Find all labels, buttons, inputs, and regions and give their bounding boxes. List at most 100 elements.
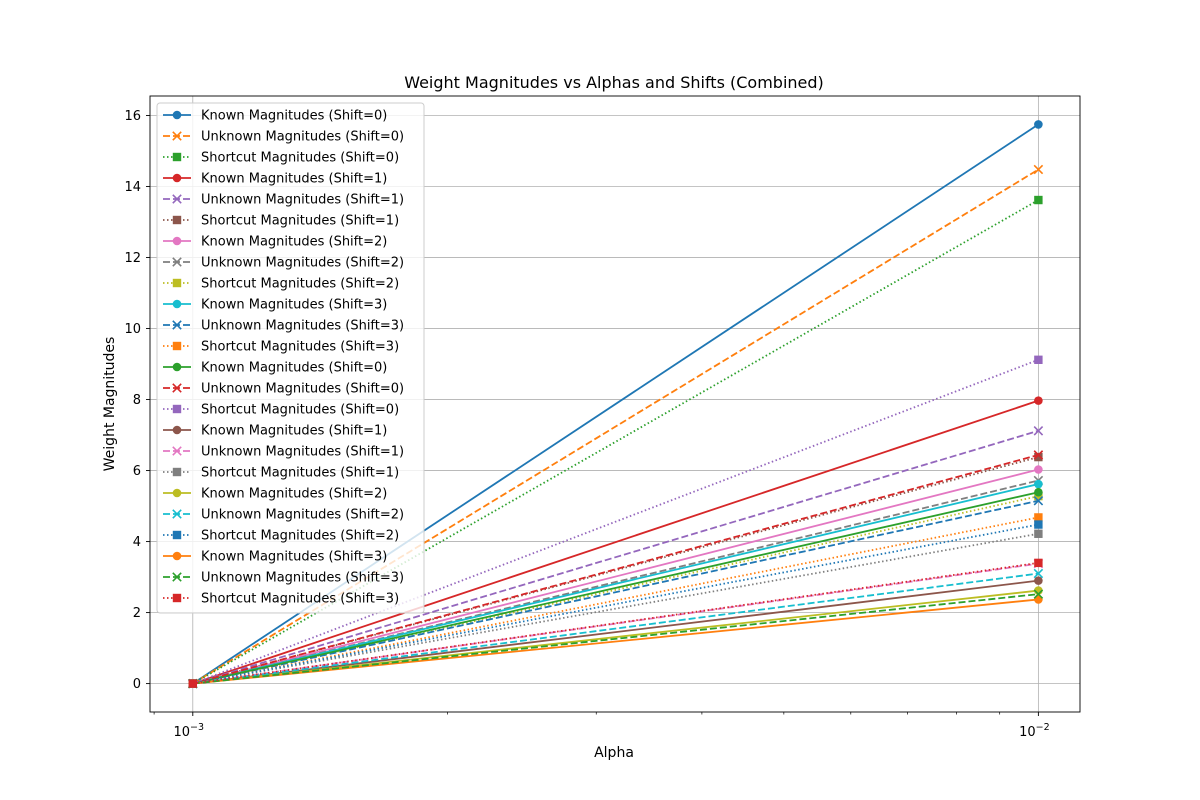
legend-marker	[172, 572, 182, 582]
legend-label: Known Magnitudes (Shift=3)	[201, 550, 387, 565]
legend-marker	[172, 320, 182, 330]
legend-label: Shortcut Magnitudes (Shift=1)	[201, 214, 399, 229]
legend-marker	[172, 278, 182, 288]
legend-entry: Shortcut Magnitudes (Shift=0)	[163, 151, 399, 166]
legend-marker	[172, 593, 182, 603]
legend-marker	[172, 341, 182, 351]
legend-marker	[172, 173, 182, 183]
legend-label: Known Magnitudes (Shift=3)	[201, 298, 387, 313]
legend-entry: Unknown Magnitudes (Shift=2)	[163, 256, 404, 271]
data-point	[1034, 576, 1043, 585]
legend-marker	[172, 257, 182, 267]
x-axis-label: Alpha	[594, 745, 634, 761]
legend-label: Unknown Magnitudes (Shift=0)	[201, 130, 404, 145]
series-line	[192, 483, 1039, 685]
plot-frame	[149, 95, 1081, 713]
legend-entry: Known Magnitudes (Shift=3)	[163, 550, 387, 565]
y-tick-label: 8	[133, 393, 141, 408]
legend-marker	[172, 194, 182, 204]
legend-label: Known Magnitudes (Shift=0)	[201, 109, 387, 124]
legend-marker	[172, 551, 182, 561]
y-tick-label: 6	[133, 464, 141, 479]
legend-label: Shortcut Magnitudes (Shift=2)	[201, 277, 399, 292]
legend-marker	[172, 530, 182, 540]
series-line	[192, 572, 1039, 685]
legend-marker	[172, 299, 182, 309]
series-line	[192, 456, 1039, 685]
legend-label: Known Magnitudes (Shift=2)	[201, 487, 387, 502]
series-line	[192, 429, 1039, 685]
legend-marker	[172, 488, 182, 498]
y-axis-label: Weight Magnitudes	[102, 337, 118, 472]
legend-label: Shortcut Magnitudes (Shift=1)	[201, 466, 399, 481]
data-point	[1033, 426, 1044, 436]
data-point	[1034, 195, 1043, 205]
chart-title: Weight Magnitudes vs Alphas and Shifts (…	[404, 73, 824, 92]
legend-marker	[172, 509, 182, 519]
data-point	[1034, 558, 1043, 568]
legend-marker	[172, 404, 182, 414]
legend-marker	[172, 110, 182, 120]
legend-label: Unknown Magnitudes (Shift=3)	[201, 319, 404, 334]
series-line	[192, 454, 1039, 685]
y-tick-label: 0	[133, 677, 141, 692]
legend-label: Unknown Magnitudes (Shift=1)	[201, 193, 404, 208]
legend-entry: Shortcut Magnitudes (Shift=1)	[163, 466, 399, 481]
legend-entry: Known Magnitudes (Shift=1)	[163, 424, 387, 439]
legend-label: Known Magnitudes (Shift=0)	[201, 361, 387, 376]
series-line	[192, 562, 1039, 685]
plot-series	[188, 120, 1044, 689]
series-line	[192, 468, 1039, 685]
legend-entry: Unknown Magnitudes (Shift=1)	[163, 445, 404, 460]
y-tick-label: 4	[133, 535, 141, 550]
data-point	[1034, 355, 1043, 364]
data-point	[1033, 589, 1044, 599]
legend-entry: Shortcut Magnitudes (Shift=1)	[163, 214, 399, 229]
legend-entry: Unknown Magnitudes (Shift=0)	[163, 382, 404, 397]
series-line	[192, 593, 1039, 685]
data-point	[1034, 529, 1043, 538]
series-line	[192, 499, 1039, 685]
legend-entry: Unknown Magnitudes (Shift=3)	[163, 571, 404, 586]
data-point	[1034, 120, 1043, 129]
data-point	[1034, 396, 1043, 405]
legend-entry: Shortcut Magnitudes (Shift=3)	[163, 592, 399, 607]
legend-marker	[172, 362, 182, 372]
data-point	[1034, 465, 1043, 474]
x-tick-label: 10−2	[1019, 722, 1050, 740]
legend-label: Shortcut Magnitudes (Shift=3)	[201, 340, 399, 355]
legend-marker	[172, 425, 182, 435]
legend-entry: Known Magnitudes (Shift=2)	[163, 235, 387, 250]
legend-entry: Shortcut Magnitudes (Shift=2)	[163, 529, 399, 544]
y-tick-label: 14	[124, 180, 141, 195]
data-point	[1034, 479, 1043, 489]
legend-entry: Shortcut Magnitudes (Shift=3)	[163, 340, 399, 355]
legend-marker	[172, 446, 182, 456]
legend-entry: Known Magnitudes (Shift=2)	[163, 487, 387, 502]
legend-entry: Unknown Magnitudes (Shift=2)	[163, 508, 404, 523]
legend-entry: Known Magnitudes (Shift=0)	[163, 109, 387, 124]
data-point	[1033, 450, 1044, 460]
legend-entry: Unknown Magnitudes (Shift=3)	[163, 319, 404, 334]
legend-label: Known Magnitudes (Shift=1)	[201, 424, 387, 439]
data-point	[1034, 452, 1043, 462]
legend-box	[156, 102, 425, 614]
series-line	[192, 399, 1039, 685]
legend-label: Shortcut Magnitudes (Shift=0)	[201, 151, 399, 166]
y-tick-label: 16	[124, 109, 141, 124]
legend-label: Shortcut Magnitudes (Shift=2)	[201, 529, 399, 544]
data-point	[1034, 513, 1043, 522]
series-line	[192, 358, 1039, 685]
legend-label: Shortcut Magnitudes (Shift=0)	[201, 403, 399, 418]
data-point	[1034, 487, 1043, 497]
series-24	[188, 558, 1043, 688]
data-point	[1033, 568, 1044, 579]
series-line	[192, 532, 1039, 685]
legend-marker	[172, 131, 182, 141]
y-tick-label: 2	[133, 606, 141, 621]
legend-marker	[172, 215, 182, 225]
legend-entry: Known Magnitudes (Shift=0)	[163, 361, 387, 376]
y-tick-label: 12	[124, 251, 141, 266]
legend-label: Unknown Magnitudes (Shift=2)	[201, 256, 404, 271]
